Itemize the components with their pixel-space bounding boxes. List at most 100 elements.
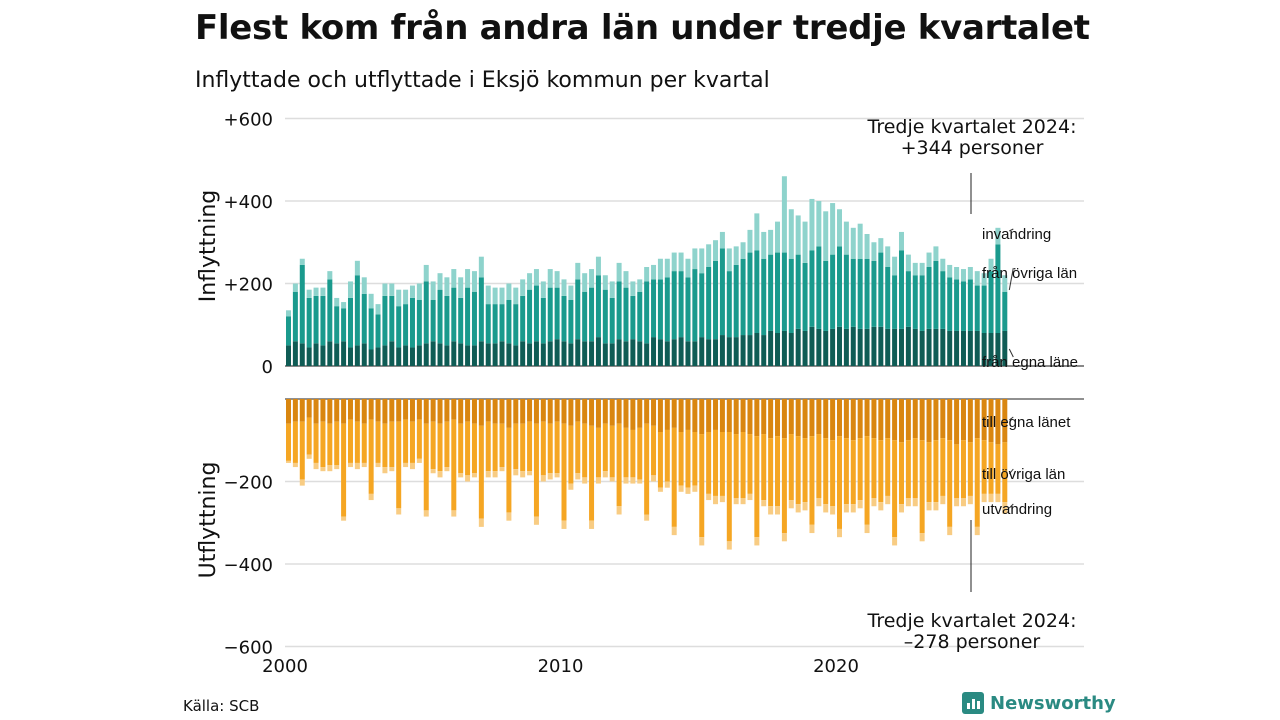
bar-segment <box>768 438 774 507</box>
bar-segment <box>409 399 415 422</box>
bar-segment <box>699 434 705 538</box>
bar-segment <box>499 399 505 424</box>
bar-segment <box>602 275 608 290</box>
bar-segment <box>575 421 581 474</box>
bar-segment <box>781 330 787 366</box>
bar-segment <box>451 399 457 420</box>
bar-segment <box>644 281 650 344</box>
bar-segment <box>912 275 918 329</box>
bar-segment <box>954 399 960 445</box>
bar-segment <box>733 434 739 498</box>
bar-segment <box>664 429 670 482</box>
bar-segment <box>775 506 781 515</box>
bar-segment <box>644 343 650 366</box>
bar-segment <box>995 444 1001 494</box>
annotation-bottom-line1: Tredje kvartalet 2024: <box>867 610 1077 632</box>
bar-segment <box>940 328 946 366</box>
bar-segment <box>781 533 787 542</box>
bar-segment <box>513 469 519 476</box>
chart-canvas: Inflyttning Utflyttning Tredje kvartalet… <box>196 110 1084 678</box>
bar-segment <box>554 399 560 422</box>
bar-segment <box>905 440 911 498</box>
bar-segment <box>885 399 891 439</box>
bar-segment <box>768 506 774 515</box>
bar-segment <box>809 198 815 251</box>
bar-segment <box>423 281 429 344</box>
bar-segment <box>637 427 643 480</box>
bar-segment <box>692 341 698 366</box>
bar-segment <box>437 471 443 478</box>
bar-segment <box>313 343 319 366</box>
bar-segment <box>513 345 519 366</box>
bar-segment <box>520 341 526 366</box>
bar-segment <box>540 343 546 366</box>
bar-segment <box>733 246 739 265</box>
bar-segment <box>478 341 484 366</box>
bar-segment <box>589 269 595 288</box>
bar-segment <box>506 343 512 366</box>
bar-segment <box>354 421 360 463</box>
bar-segment <box>561 295 567 342</box>
bar-segment <box>713 429 719 496</box>
bar-segment <box>320 399 326 422</box>
bar-segment <box>354 275 360 346</box>
bar-segment <box>513 287 519 305</box>
bar-segment <box>533 341 539 366</box>
bar-segment <box>781 176 787 253</box>
bar-segment <box>967 442 973 496</box>
bar-segment <box>561 520 567 529</box>
bar-segment <box>602 289 608 344</box>
bar-segment <box>313 295 319 344</box>
bar-segment <box>657 432 663 488</box>
bar-segment <box>334 399 340 422</box>
bar-segment <box>816 498 822 507</box>
bar-segment <box>678 432 684 486</box>
bar-segment <box>396 289 402 307</box>
bar-segment <box>437 273 443 290</box>
bar-segment <box>919 399 925 441</box>
bar-segment <box>905 399 911 441</box>
bar-segment <box>354 462 360 470</box>
bar-segment <box>540 399 546 422</box>
bar-segment <box>602 343 608 366</box>
bar-segment <box>719 495 725 503</box>
axis-layer: Inflyttning Utflyttning Tredje kvartalet… <box>196 110 1076 678</box>
bar-segment <box>589 425 595 521</box>
bar-segment <box>768 229 774 255</box>
bar-segment <box>974 330 980 366</box>
bar-segment <box>775 399 781 437</box>
bar-segment <box>533 399 539 424</box>
bar-segment <box>361 343 367 366</box>
bar-segment <box>292 283 298 292</box>
bar-segment <box>912 262 918 276</box>
bar-segment <box>533 269 539 286</box>
y-tick-label: +600 <box>224 110 273 131</box>
bar-segment <box>313 462 319 470</box>
bar-segment <box>430 281 436 300</box>
bar-segment <box>286 399 291 424</box>
bar-segment <box>788 258 794 333</box>
bar-segment <box>451 269 457 288</box>
bar-segment <box>547 399 553 424</box>
bar-segment <box>740 432 746 498</box>
bar-segment <box>954 330 960 366</box>
bar-segment <box>816 434 822 498</box>
bar-segment <box>347 399 353 420</box>
bar-segment <box>892 256 898 276</box>
bar-segment <box>795 328 801 366</box>
bar-segment <box>678 271 684 338</box>
bar-segment <box>740 242 746 259</box>
bar-layer <box>285 176 1084 550</box>
bar-segment <box>912 399 918 439</box>
bar-segment <box>850 440 856 505</box>
bar-segment <box>933 260 939 329</box>
y-tick-label: −400 <box>224 555 273 576</box>
bar-segment <box>885 495 891 505</box>
bar-segment <box>664 341 670 366</box>
bar-segment <box>719 432 725 496</box>
bar-segment <box>919 262 925 276</box>
bar-segment <box>361 399 367 424</box>
legend-label: till övriga län <box>982 466 1065 483</box>
bar-segment <box>802 330 808 366</box>
bar-segment <box>513 423 519 470</box>
